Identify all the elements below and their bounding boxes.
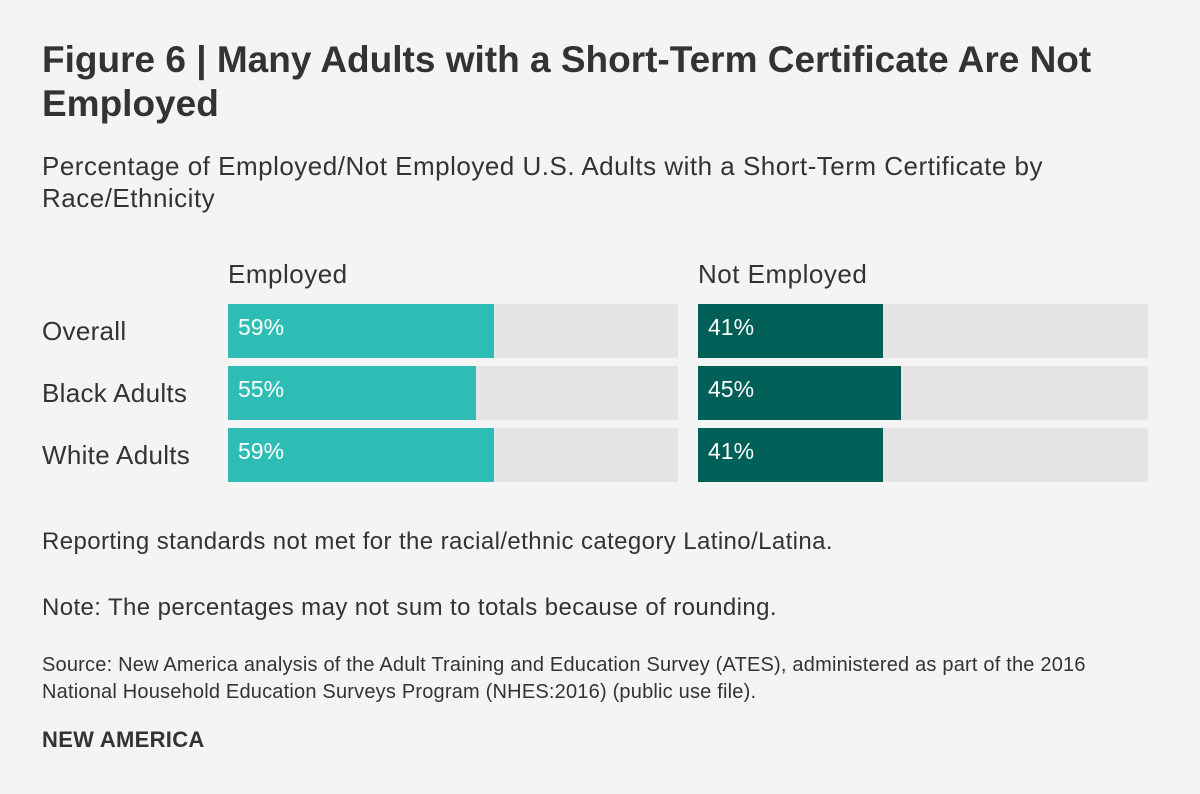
bar-1-2: 41%: [698, 428, 883, 482]
bar-0-1: 55%: [228, 366, 476, 420]
bar-value-label-0-1: 55%: [238, 376, 285, 402]
series-header-0: Employed: [228, 259, 348, 289]
bar-track-0-0: 59%: [228, 304, 678, 358]
bar-track-1-1: 45%: [698, 366, 1148, 420]
category-label-1: Black Adults: [42, 378, 188, 408]
chart-title: Figure 6 | Many Adults with a Short-Term…: [42, 39, 1092, 124]
bar-value-label-1-0: 41%: [708, 314, 755, 340]
bar-track-0-1: 55%: [228, 366, 678, 420]
bar-value-label-0-2: 59%: [238, 438, 285, 464]
category-label-0: Overall: [42, 316, 127, 346]
reporting-note: Reporting standards not met for the raci…: [42, 528, 833, 555]
bar-0-0: 59%: [228, 304, 494, 358]
brand-logo: NEW AMERICA: [42, 727, 205, 752]
bar-track-0-2: 59%: [228, 428, 678, 482]
bar-value-label-1-1: 45%: [708, 376, 755, 402]
bar-track-1-2: 41%: [698, 428, 1148, 482]
bar-0-2: 59%: [228, 428, 494, 482]
rounding-note: Note: The percentages may not sum to tot…: [42, 594, 777, 621]
series-header-1: Not Employed: [698, 259, 868, 289]
bar-value-label-1-2: 41%: [708, 438, 755, 464]
source-note: Source: New America analysis of the Adul…: [42, 654, 1086, 703]
bar-1-1: 45%: [698, 366, 901, 420]
bar-track-1-0: 41%: [698, 304, 1148, 358]
chart-subtitle: Percentage of Employed/Not Employed U.S.…: [42, 151, 1043, 213]
bar-1-0: 41%: [698, 304, 883, 358]
category-label-2: White Adults: [42, 440, 191, 470]
bar-value-label-0-0: 59%: [238, 314, 285, 340]
